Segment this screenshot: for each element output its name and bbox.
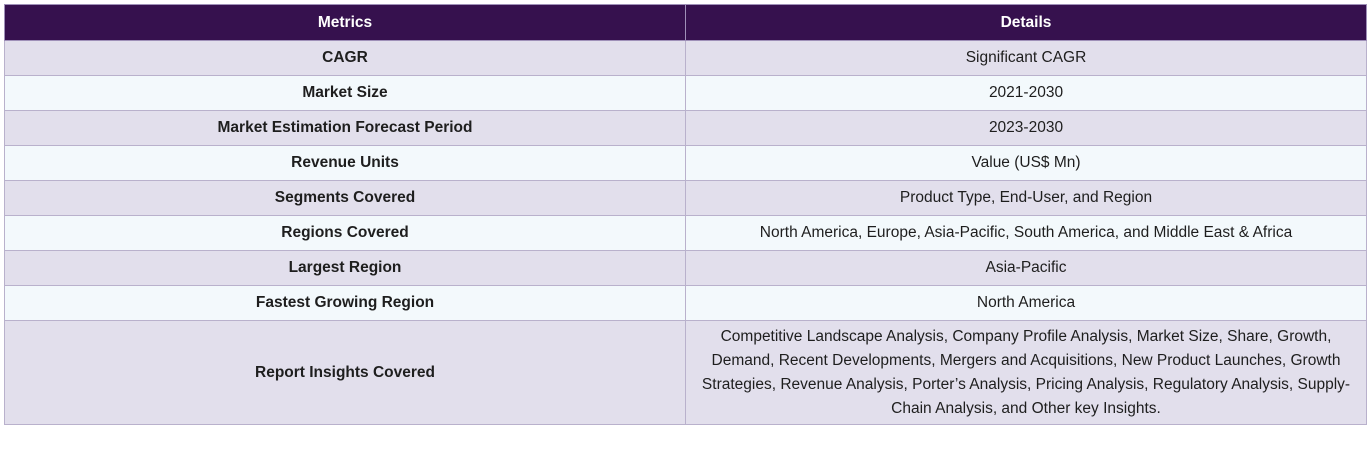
details-cell: North America	[685, 285, 1367, 321]
metric-cell: Revenue Units	[4, 145, 686, 181]
details-cell: 2021-2030	[685, 75, 1367, 111]
metric-cell: Regions Covered	[4, 215, 686, 251]
metric-cell: CAGR	[4, 40, 686, 76]
table-row: Segments Covered Product Type, End-User,…	[4, 180, 1367, 216]
column-header-metrics: Metrics	[4, 4, 686, 41]
table-header: Metrics Details	[4, 4, 1367, 41]
details-cell: Product Type, End-User, and Region	[685, 180, 1367, 216]
details-cell: Value (US$ Mn)	[685, 145, 1367, 181]
table-row: Revenue Units Value (US$ Mn)	[4, 145, 1367, 181]
details-cell: Asia-Pacific	[685, 250, 1367, 286]
details-cell: Competitive Landscape Analysis, Company …	[685, 320, 1367, 425]
metric-cell: Market Size	[4, 75, 686, 111]
metric-cell: Report Insights Covered	[4, 320, 686, 425]
table-row: Market Size 2021-2030	[4, 75, 1367, 111]
table-row: Fastest Growing Region North America	[4, 285, 1367, 321]
details-cell: 2023-2030	[685, 110, 1367, 146]
header-row: Metrics Details	[4, 4, 1367, 41]
metric-cell: Largest Region	[4, 250, 686, 286]
details-cell: Significant CAGR	[685, 40, 1367, 76]
table-body: CAGR Significant CAGR Market Size 2021-2…	[4, 40, 1367, 425]
metric-cell: Segments Covered	[4, 180, 686, 216]
metric-cell: Market Estimation Forecast Period	[4, 110, 686, 146]
column-header-details: Details	[685, 4, 1367, 41]
metric-cell: Fastest Growing Region	[4, 285, 686, 321]
details-cell: North America, Europe, Asia-Pacific, Sou…	[685, 215, 1367, 251]
table-row: Regions Covered North America, Europe, A…	[4, 215, 1367, 251]
table-row: Report Insights Covered Competitive Land…	[4, 320, 1367, 425]
table-row: Market Estimation Forecast Period 2023-2…	[4, 110, 1367, 146]
metrics-table: Metrics Details CAGR Significant CAGR Ma…	[4, 4, 1367, 425]
table-row: Largest Region Asia-Pacific	[4, 250, 1367, 286]
table-row: CAGR Significant CAGR	[4, 40, 1367, 76]
metrics-table-container: Metrics Details CAGR Significant CAGR Ma…	[4, 4, 1367, 425]
